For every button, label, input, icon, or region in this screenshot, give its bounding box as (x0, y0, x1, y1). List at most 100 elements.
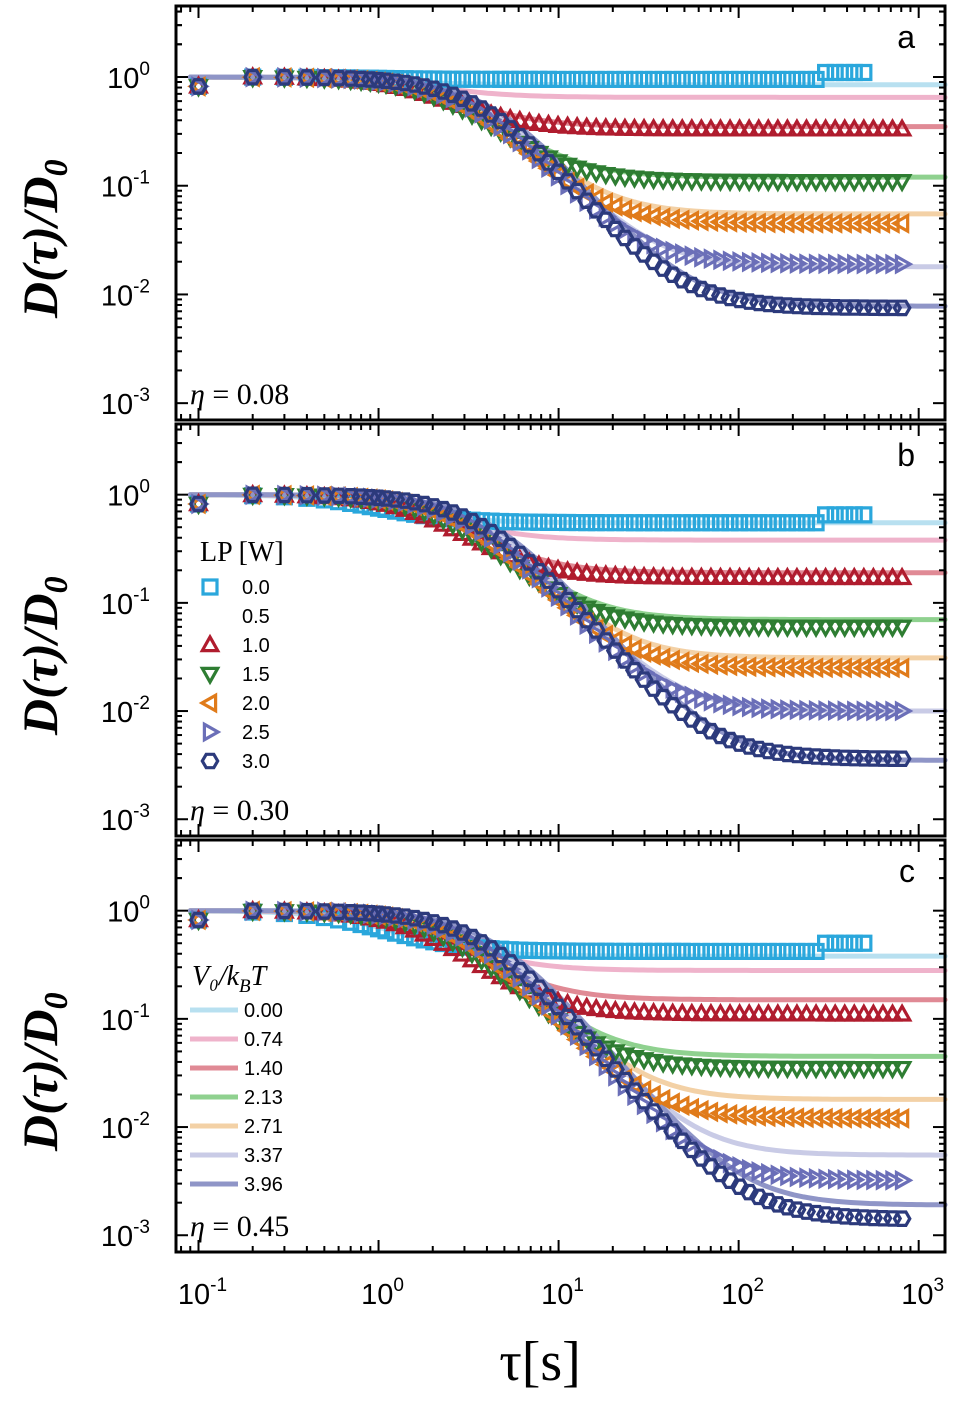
data-point (804, 657, 824, 679)
data-point (732, 251, 751, 272)
data-point (662, 117, 684, 137)
data-point (894, 253, 914, 275)
y-tick-label: 10-3 (101, 801, 150, 837)
data-point (892, 1210, 912, 1227)
data-point (729, 118, 751, 137)
data-point (852, 657, 872, 679)
data-point (191, 909, 210, 931)
y-tick-label: 10-2 (101, 276, 150, 312)
data-point (796, 173, 817, 193)
data-point (843, 566, 865, 586)
data-point (824, 174, 846, 193)
data-point (856, 253, 876, 275)
data-point (826, 506, 844, 524)
data-point (277, 484, 296, 506)
data-point (823, 1107, 843, 1129)
data-point (843, 1003, 865, 1022)
data-point (566, 561, 588, 580)
data-point (786, 173, 808, 193)
x-tick-label: 100 (361, 1275, 404, 1311)
data-point (277, 66, 296, 88)
data-point (729, 1002, 751, 1022)
legend-lp: LP [W] 0.0 0.5 1.0 1.5 2.0 2.5 3.0 (198, 537, 284, 773)
data-point (728, 655, 747, 677)
data-point (188, 911, 209, 929)
data-point (780, 699, 799, 720)
data-point (823, 212, 843, 234)
data-point (805, 619, 827, 639)
data-point (862, 619, 884, 639)
data-point (824, 118, 846, 137)
data-point (329, 69, 349, 87)
data-point (576, 562, 598, 581)
data-point (786, 1003, 808, 1022)
data-point (766, 656, 786, 678)
data-point (585, 563, 607, 582)
data-point (856, 1169, 876, 1191)
data-point (757, 118, 779, 137)
data-point (881, 212, 900, 234)
legend-label: 0.5 (242, 606, 270, 628)
data-point (862, 657, 881, 679)
x-tick-labels: 10-1 100 101 102 103 (178, 1275, 944, 1311)
data-point (243, 486, 263, 504)
data-point (834, 566, 856, 586)
data-point (855, 506, 873, 524)
data-point (853, 619, 875, 639)
data-point (843, 174, 865, 193)
data-point (557, 560, 579, 579)
data-point (843, 1060, 865, 1080)
legend-label: 3.37 (244, 1145, 283, 1167)
data-point (245, 900, 265, 922)
data-point (862, 1107, 881, 1129)
data-point (690, 566, 712, 585)
x-tick-label: 103 (901, 1275, 944, 1311)
data-point (566, 994, 588, 1014)
data-point (824, 1060, 846, 1080)
data-point (709, 211, 728, 233)
legend-label: 2.13 (244, 1087, 283, 1109)
data-point (852, 1107, 872, 1129)
data-point (675, 682, 694, 704)
data-point (853, 566, 875, 586)
data-point (636, 662, 656, 683)
data-point (741, 1158, 761, 1180)
data-point (873, 299, 893, 317)
data-point (892, 299, 912, 317)
data-point (796, 118, 817, 137)
data-point (805, 1060, 827, 1080)
eta-label: η = 0.45 (190, 1210, 289, 1243)
data-point (703, 248, 723, 270)
data-point (719, 1002, 741, 1022)
data-point (814, 212, 833, 234)
data-point (837, 1169, 857, 1190)
data-point (785, 1107, 805, 1129)
data-point (853, 174, 875, 193)
data-point (748, 1002, 770, 1022)
legend-marker (202, 721, 222, 743)
legend-label: 0.00 (244, 1000, 283, 1022)
data-point (329, 903, 349, 921)
data-point (776, 657, 795, 678)
data-point (550, 1004, 570, 1026)
data-point (531, 985, 551, 1007)
y-tick-label: 10-1 (101, 585, 150, 621)
data-point (481, 106, 501, 123)
panel-b: 100 10-1 10-2 10-3 D(τ)/D0 b η = 0.30 (12, 422, 948, 838)
data-point (827, 1168, 847, 1190)
data-point (518, 111, 540, 130)
data-point (277, 900, 296, 922)
data-point (847, 700, 866, 722)
data-point (624, 117, 645, 137)
data-point (245, 484, 265, 506)
data-point (845, 934, 863, 952)
data-point (681, 1002, 703, 1022)
data-point (882, 1060, 903, 1080)
data-point (833, 212, 852, 234)
data-point (818, 253, 837, 275)
data-point (741, 696, 761, 718)
data-point (796, 1003, 817, 1022)
data-point (785, 657, 805, 679)
data-point (836, 506, 854, 524)
data-point (862, 212, 881, 234)
